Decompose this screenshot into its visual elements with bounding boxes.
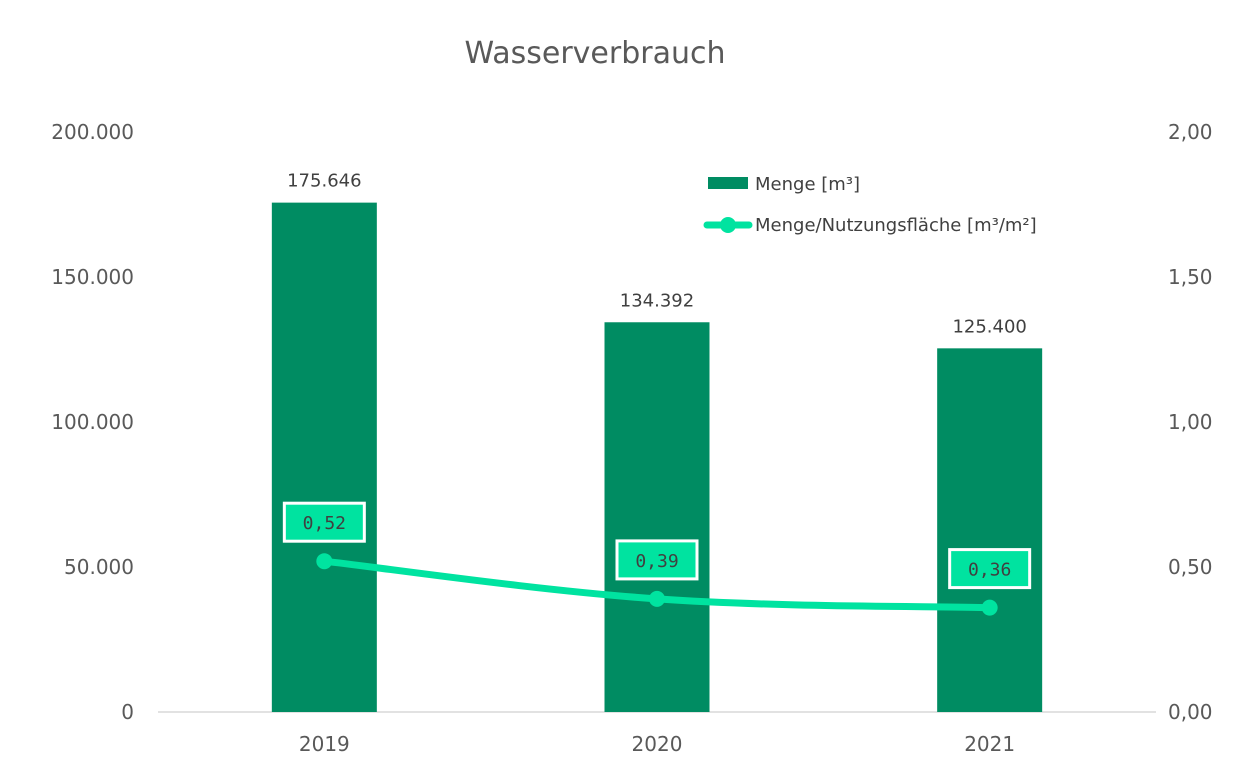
line-data-label: 0,36: [968, 560, 1011, 581]
line-data-label-box: [948, 548, 1032, 590]
x-tick-label: 2021: [964, 732, 1015, 756]
y-left-tick-label: 100.000: [51, 410, 134, 434]
line-series: 0,52 0,39 0,36: [282, 501, 1032, 616]
y-right-tick-label: 2,00: [1168, 120, 1213, 144]
y-left-tick-label: 0: [121, 700, 134, 724]
x-tick-label: 2019: [299, 732, 350, 756]
bar-data-label: 125.400: [952, 316, 1026, 337]
y-left-tick-label: 150.000: [51, 265, 134, 289]
y-left-tick-label: 50.000: [64, 555, 134, 579]
legend: Menge [m³] Menge/Nutzungsfläche [m³/m²]: [703, 174, 1037, 236]
line-data-label-box: [615, 539, 699, 581]
line-point-2021: [981, 599, 998, 616]
y-right-tick-label: 0,50: [1168, 555, 1213, 579]
bar-data-label: 134.392: [620, 290, 694, 311]
x-tick-label: 2020: [632, 732, 683, 756]
legend-bar-swatch: [708, 177, 748, 189]
axes-group: 0 50.000 100.000 150.000 200.000 0,00 0,50 1,00…: [51, 120, 1212, 756]
y-left-tick-label: 200.000: [51, 120, 134, 144]
line-data-label: 0,52: [303, 513, 346, 534]
legend-line-label: Menge/Nutzungsfläche [m³/m²]: [755, 215, 1037, 236]
bar-2021: [937, 348, 1043, 712]
y-right-tick-label: 1,00: [1168, 410, 1213, 434]
legend-bar-label: Menge [m³]: [755, 174, 860, 195]
legend-line-marker: [720, 217, 736, 233]
y-right-tick-label: 1,50: [1168, 265, 1213, 289]
bar-2020: [604, 322, 710, 712]
bar-2019: [271, 202, 377, 713]
chart-title: Wasserverbrauch: [464, 36, 725, 71]
bar-series: 175.646 134.392 125.400: [271, 171, 1043, 713]
line-point-2020: [649, 590, 665, 607]
line-point-2019: [316, 553, 333, 570]
line-data-label-box: [282, 501, 366, 543]
bar-data-label: 175.646: [287, 171, 361, 192]
line-data-label: 0,39: [635, 551, 678, 572]
y-right-tick-label: 0,00: [1168, 700, 1213, 724]
